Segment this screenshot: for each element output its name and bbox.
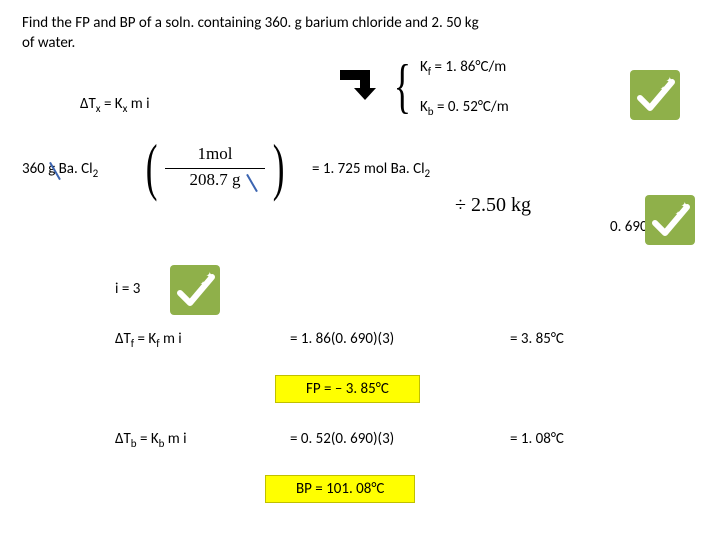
general-equation: ΔTx = Kx m i — [80, 95, 150, 115]
kf-constant: Kf = 1. 86°C/m — [420, 58, 506, 78]
arrow-icon — [340, 70, 380, 94]
dtb-equation: ΔTb = Kb m i — [115, 430, 187, 450]
bp-answer: BP = 101. 08°C — [265, 475, 415, 503]
dtb-calc: = 0. 52(0. 690)(3) — [290, 430, 394, 448]
kb-constant: Kb = 0. 52°C/m — [420, 98, 509, 118]
problem-statement: Find the FP and BP of a soln. containing… — [22, 14, 482, 53]
checkmark-icon: ✦ ✦ — [645, 195, 695, 245]
checkmark-icon: ✦ ✦ — [170, 265, 220, 315]
dtb-result: = 1. 08°C — [510, 430, 564, 448]
divide-kg: ÷ 2.50 kg — [455, 194, 531, 217]
fp-answer: FP = – 3. 85°C — [275, 375, 420, 403]
dtf-calc: = 1. 86(0. 690)(3) — [290, 330, 394, 348]
dtf-equation: ΔTf = Kf m i — [115, 330, 182, 350]
checkmark-icon: ✦ ✦ — [630, 70, 680, 120]
dtf-result: = 3. 85°C — [510, 330, 564, 348]
brace-icon: { — [394, 56, 411, 116]
vant-hoff-i: i = 3 — [115, 280, 140, 298]
mol-result: = 1. 725 mol Ba. Cl2 — [312, 160, 430, 180]
